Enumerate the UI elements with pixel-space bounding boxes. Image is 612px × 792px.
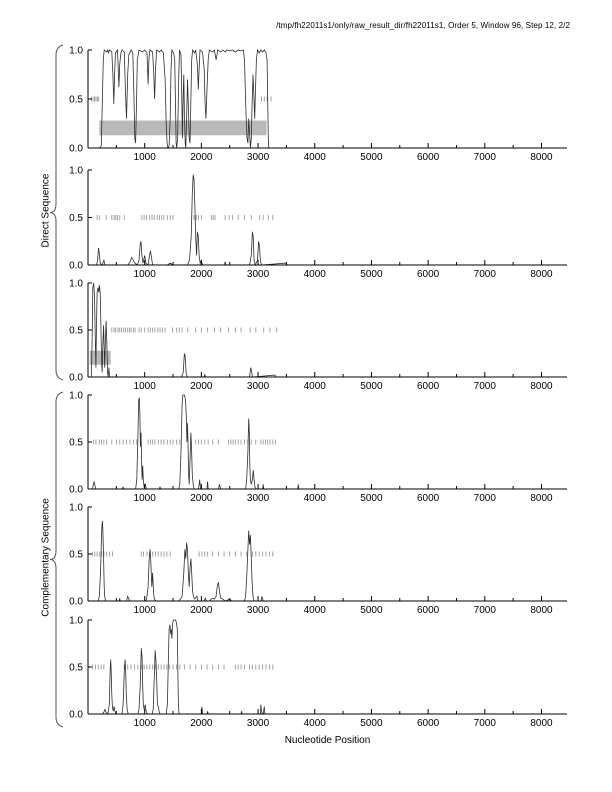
panel-direct-frame-3: 1000 2000 3000 4000 5000 6000 7000 8000 0.0 0.5 1.… (69, 279, 567, 392)
y-tick-label: 1.0 (69, 46, 83, 57)
panel-complementary-frame-1: 1000 2000 3000 4000 5000 6000 7000 8000 0.0 0.5 1.… (69, 391, 567, 504)
x-tick-label: 7000 (474, 605, 497, 616)
x-tick-label: 2000 (190, 381, 213, 392)
x-tick-label: 4000 (304, 152, 327, 163)
complementary-sequence-brace (49, 391, 64, 728)
x-tick-label: 6000 (417, 605, 440, 616)
plot-title: /tmp/fh22011s1/only/raw_result_dir/fh220… (276, 21, 570, 30)
y-tick-label: 1.0 (69, 391, 83, 402)
x-tick-label: 8000 (530, 152, 553, 163)
x-tick-label: 4000 (304, 605, 327, 616)
panel-complementary-frame-3: 1000 2000 3000 4000 5000 6000 7000 8000 0.0 0.5 1.… (69, 616, 567, 729)
x-tick-label: 8000 (530, 718, 553, 729)
x-tick-label: 6000 (417, 152, 440, 163)
y-tick-label: 0.0 (69, 261, 83, 272)
panel-axes (87, 506, 567, 602)
x-tick-label: 1000 (134, 718, 157, 729)
y-tick-label: 1.0 (69, 503, 83, 514)
x-tick-label: 4000 (304, 718, 327, 729)
x-tick-label: 2000 (190, 493, 213, 504)
direct-sequence-label: Direct Sequence (40, 173, 52, 248)
y-tick-label: 0.0 (69, 144, 83, 155)
x-tick-label: 1000 (134, 381, 157, 392)
x-tick-label: 8000 (530, 605, 553, 616)
x-tick-label: 3000 (247, 605, 270, 616)
x-tick-label: 2000 (190, 269, 213, 280)
x-tick-label: 1000 (134, 605, 157, 616)
probability-trace (97, 521, 567, 602)
x-tick-label: 6000 (417, 493, 440, 504)
x-tick-label: 5000 (360, 493, 383, 504)
y-tick-label: 0.0 (69, 710, 83, 721)
half-probability-markers (96, 215, 274, 220)
x-tick-label: 1000 (134, 152, 157, 163)
x-tick-label: 8000 (530, 493, 553, 504)
x-tick-label: 7000 (474, 269, 497, 280)
x-tick-label: 1000 (134, 269, 157, 280)
x-tick-label: 7000 (474, 381, 497, 392)
y-tick-label: 0.5 (69, 326, 83, 337)
y-tick-label: 0.0 (69, 373, 83, 384)
x-tick-label: 5000 (360, 605, 383, 616)
y-tick-label: 0.5 (69, 438, 83, 449)
y-tick-label: 0.0 (69, 485, 83, 496)
panel-direct-frame-1: 1000 2000 3000 4000 5000 6000 7000 8000 0.0 0.5 1.… (69, 46, 567, 163)
x-tick-label: 7000 (474, 493, 497, 504)
half-probability-markers (92, 664, 274, 670)
y-tick-label: 1.0 (69, 616, 83, 627)
probability-trace (99, 48, 567, 150)
x-tick-label: 6000 (417, 269, 440, 280)
panel-axes (87, 394, 567, 490)
x-tick-label: 7000 (474, 718, 497, 729)
y-tick-label: 1.0 (69, 166, 83, 177)
complementary-sequence-label: Complementary Sequence (40, 498, 52, 617)
y-tick-label: 0.5 (69, 663, 83, 674)
x-tick-label: 5000 (360, 718, 383, 729)
x-tick-label: 4000 (304, 269, 327, 280)
x-tick-label: 1000 (134, 493, 157, 504)
x-tick-label: 3000 (247, 718, 270, 729)
half-probability-markers (92, 551, 274, 557)
probability-trace (91, 282, 567, 378)
panel-axes (87, 49, 567, 149)
y-tick-label: 0.5 (69, 213, 83, 224)
x-tick-label: 8000 (530, 269, 553, 280)
x-tick-label: 6000 (417, 381, 440, 392)
probability-trace (92, 394, 567, 490)
direct-sequence-brace (49, 44, 64, 381)
x-tick-label: 7000 (474, 152, 497, 163)
x-tick-label: 5000 (360, 269, 383, 280)
x-tick-label: 4000 (304, 493, 327, 504)
x-tick-label: 2000 (190, 605, 213, 616)
x-tick-label: 5000 (360, 152, 383, 163)
x-tick-label: 6000 (417, 718, 440, 729)
y-tick-label: 1.0 (69, 279, 83, 290)
panel-axes (87, 169, 567, 266)
x-tick-label: 3000 (247, 152, 270, 163)
x-tick-label: 3000 (247, 269, 270, 280)
x-tick-label: 2000 (190, 718, 213, 729)
probability-trace (101, 619, 567, 715)
panel-direct-frame-2: 1000 2000 3000 4000 5000 6000 7000 8000 0.0 0.5 1.… (69, 166, 567, 280)
panel-axes (87, 282, 567, 378)
y-tick-label: 0.5 (69, 550, 83, 561)
half-probability-markers (111, 327, 278, 333)
y-tick-label: 0.0 (69, 597, 83, 608)
half-probability-markers (90, 96, 272, 102)
y-tick-label: 0.5 (69, 95, 83, 106)
panel-complementary-frame-2: 1000 2000 3000 4000 5000 6000 7000 8000 0.0 0.5 1.… (69, 503, 567, 616)
x-tick-label: 5000 (360, 381, 383, 392)
x-tick-label: 2000 (190, 152, 213, 163)
x-tick-label: 3000 (247, 381, 270, 392)
x-tick-label: 3000 (247, 493, 270, 504)
probability-trace (88, 174, 567, 267)
x-axis-label: Nucleotide Position (284, 735, 371, 746)
panel-axes (87, 619, 567, 715)
x-tick-label: 4000 (304, 381, 327, 392)
x-tick-label: 8000 (530, 381, 553, 392)
half-probability-markers (93, 439, 277, 445)
